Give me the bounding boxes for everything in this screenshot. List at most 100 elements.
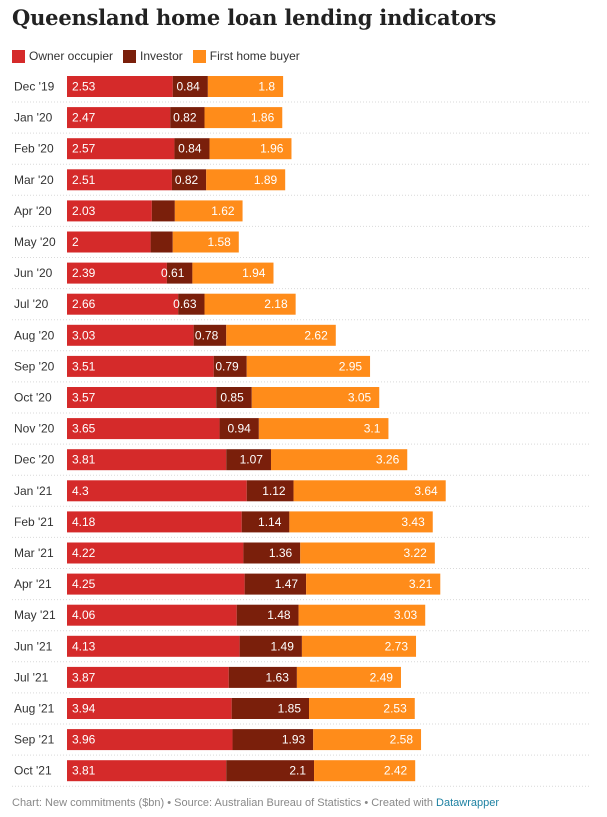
data-label-owner-occupier: 3.03 bbox=[72, 328, 96, 342]
data-label-owner-occupier: 2.51 bbox=[72, 173, 96, 187]
bar-segment-investor bbox=[174, 138, 210, 160]
data-label-investor: 1.14 bbox=[258, 515, 282, 529]
data-label-owner-occupier: 2.39 bbox=[72, 266, 96, 280]
data-label-first-home-buyer: 3.21 bbox=[409, 577, 433, 591]
data-label-first-home-buyer: 2.42 bbox=[384, 764, 408, 778]
data-label-investor: 1.12 bbox=[262, 484, 286, 498]
category-label: Apr '21 bbox=[14, 577, 52, 591]
footer: Chart: New commitments ($bn) • Source: A… bbox=[12, 797, 499, 809]
data-label-owner-occupier: 2.66 bbox=[72, 297, 96, 311]
data-label-investor: 2.1 bbox=[289, 764, 306, 778]
bar-segment-investor bbox=[151, 200, 175, 222]
category-label: Jul '20 bbox=[14, 297, 49, 311]
bar-segment-first-home-buyer bbox=[258, 418, 389, 440]
data-label-first-home-buyer: 1.86 bbox=[251, 111, 275, 125]
data-label-owner-occupier: 4.22 bbox=[72, 546, 96, 560]
data-label-first-home-buyer: 1.89 bbox=[254, 173, 278, 187]
bar-segment-first-home-buyer bbox=[293, 480, 446, 502]
bar-segment-first-home-buyer bbox=[289, 511, 433, 533]
bar-segment-investor bbox=[213, 355, 247, 377]
bar-segment-investor bbox=[170, 107, 205, 129]
data-label-owner-occupier: 2.53 bbox=[72, 80, 96, 94]
bar-segment-investor bbox=[231, 698, 310, 719]
bar-segment-first-home-buyer bbox=[251, 387, 380, 408]
bar-segment-investor bbox=[241, 511, 290, 533]
data-label-investor: 0.82 bbox=[173, 111, 197, 125]
bar-segment-owner-occupier bbox=[67, 542, 244, 564]
category-label: May '20 bbox=[14, 235, 56, 249]
data-label-investor: 1.47 bbox=[275, 577, 299, 591]
data-label-investor: 0.84 bbox=[177, 80, 201, 94]
category-label: Apr '20 bbox=[14, 204, 52, 218]
bar-segment-first-home-buyer bbox=[301, 635, 417, 657]
data-label-first-home-buyer: 1.8 bbox=[258, 80, 275, 94]
legend-item-investor: Investor bbox=[123, 49, 183, 63]
data-label-first-home-buyer: 2.73 bbox=[385, 639, 409, 653]
data-label-owner-occupier: 3.65 bbox=[72, 422, 96, 436]
bar-segment-first-home-buyer bbox=[296, 666, 401, 688]
bar-segment-first-home-buyer bbox=[172, 231, 239, 253]
bar-segment-investor bbox=[178, 293, 205, 315]
bar-segment-investor bbox=[193, 324, 227, 346]
bar-segment-first-home-buyer bbox=[298, 604, 426, 626]
bar-segment-first-home-buyer bbox=[209, 138, 292, 160]
bar-segment-owner-occupier bbox=[67, 262, 167, 284]
data-label-owner-occupier: 2.57 bbox=[72, 142, 96, 156]
bar-segment-owner-occupier bbox=[67, 169, 172, 191]
data-label-owner-occupier: 2.47 bbox=[72, 111, 96, 125]
legend-swatch-investor bbox=[123, 49, 137, 63]
bar-segment-first-home-buyer bbox=[206, 169, 286, 191]
bar-segment-owner-occupier bbox=[67, 200, 152, 222]
bar-segment-investor bbox=[226, 449, 271, 471]
bar-segment-owner-occupier bbox=[67, 387, 217, 408]
data-label-owner-occupier: 4.18 bbox=[72, 515, 96, 529]
data-label-owner-occupier: 4.25 bbox=[72, 577, 96, 591]
data-label-first-home-buyer: 2.62 bbox=[304, 328, 328, 342]
legend: Owner occupier Investor First home buyer bbox=[12, 48, 310, 64]
category-label: Dec '19 bbox=[14, 80, 55, 94]
category-label: Oct '21 bbox=[14, 764, 52, 778]
category-label: Aug '20 bbox=[14, 328, 55, 342]
bar-segment-first-home-buyer bbox=[204, 293, 296, 315]
footer-text: Chart: New commitments ($bn) • Source: A… bbox=[12, 797, 437, 809]
bar-segment-investor bbox=[243, 542, 301, 564]
bar-segment-investor bbox=[171, 169, 207, 191]
data-label-investor: 0.78 bbox=[195, 328, 219, 342]
bar-segment-investor bbox=[228, 666, 297, 688]
data-label-investor: 1.93 bbox=[282, 733, 306, 747]
category-label: Feb '20 bbox=[14, 142, 54, 156]
legend-item-first-home-buyer: First home buyer bbox=[192, 49, 300, 63]
bar-segment-owner-occupier bbox=[67, 480, 247, 502]
data-label-investor: 0.63 bbox=[173, 297, 197, 311]
bar-segment-owner-occupier bbox=[67, 76, 173, 97]
bar-segment-investor bbox=[232, 729, 314, 751]
data-label-first-home-buyer: 3.03 bbox=[394, 608, 418, 622]
data-label-investor: 1.49 bbox=[271, 639, 295, 653]
bar-segment-investor bbox=[239, 635, 302, 657]
data-label-owner-occupier: 2 bbox=[72, 235, 79, 249]
category-label: Nov '20 bbox=[14, 422, 55, 436]
data-label-owner-occupier: 3.87 bbox=[72, 670, 96, 684]
data-label-investor: 0.94 bbox=[228, 422, 252, 436]
bar-segment-investor bbox=[244, 573, 307, 595]
bar-segment-investor bbox=[172, 76, 208, 97]
bar-segment-first-home-buyer bbox=[270, 449, 408, 471]
bar-segment-owner-occupier bbox=[67, 293, 179, 315]
data-label-investor: 1.85 bbox=[278, 702, 302, 716]
data-label-first-home-buyer: 3.05 bbox=[348, 391, 372, 405]
bar-segment-first-home-buyer bbox=[226, 324, 336, 346]
bar-segment-first-home-buyer bbox=[309, 698, 415, 719]
data-label-first-home-buyer: 3.26 bbox=[376, 453, 400, 467]
data-label-owner-occupier: 3.81 bbox=[72, 453, 96, 467]
footer-link-datawrapper[interactable]: Datawrapper bbox=[436, 797, 500, 809]
category-label: Aug '21 bbox=[14, 702, 55, 716]
data-label-first-home-buyer: 1.58 bbox=[207, 235, 231, 249]
legend-swatch-owner-occupier bbox=[12, 49, 25, 63]
bar-segment-investor bbox=[150, 231, 173, 253]
data-label-owner-occupier: 3.57 bbox=[72, 391, 96, 405]
bar-segment-first-home-buyer bbox=[306, 573, 441, 595]
bar-segment-first-home-buyer bbox=[204, 107, 283, 129]
bar-segment-investor bbox=[216, 387, 252, 408]
data-label-first-home-buyer: 1.94 bbox=[242, 266, 266, 280]
